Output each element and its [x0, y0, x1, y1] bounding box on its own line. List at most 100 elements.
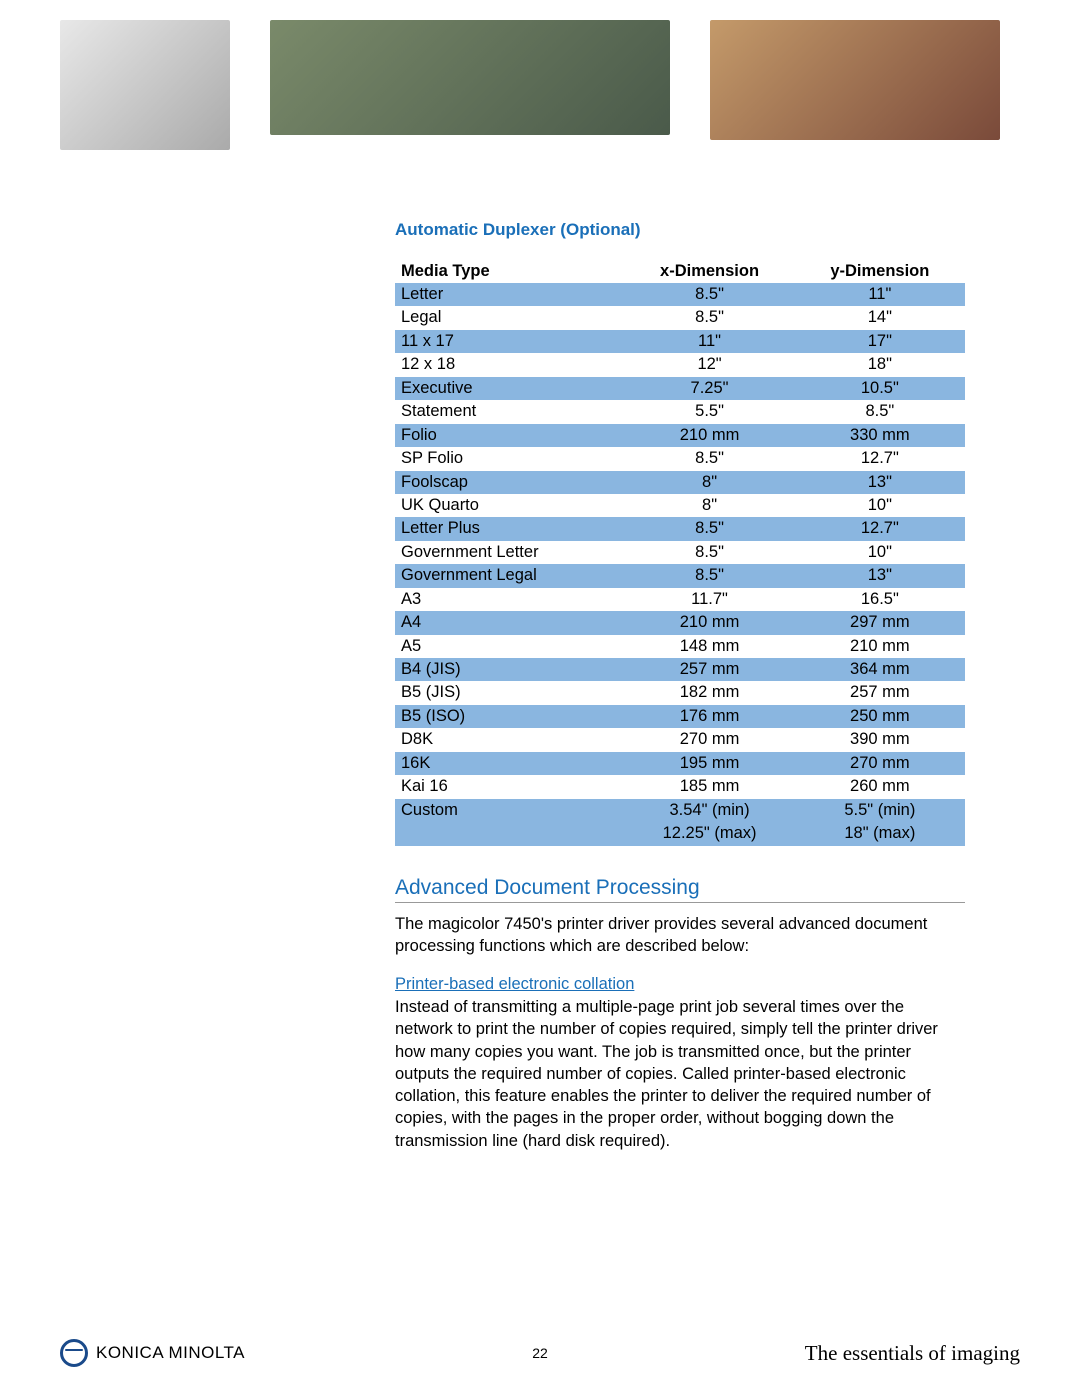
page-footer: KONICA MINOLTA 22 The essentials of imag… [0, 1339, 1080, 1367]
table-row: B4 (JIS)257 mm364 mm [395, 658, 965, 681]
page-number: 22 [532, 1345, 548, 1361]
table-cell: Foolscap [395, 471, 624, 494]
table-cell: 8.5" [624, 564, 794, 587]
table-cell: 297 mm [795, 611, 965, 634]
table-row: 12.25" (max)18" (max) [395, 822, 965, 845]
table-cell: 8.5" [624, 283, 794, 306]
table-cell: 8.5" [624, 447, 794, 470]
table-row: UK Quarto8"10" [395, 494, 965, 517]
table-cell: SP Folio [395, 447, 624, 470]
table-cell: 11 x 17 [395, 330, 624, 353]
table-row: SP Folio8.5"12.7" [395, 447, 965, 470]
table-cell: 8" [624, 494, 794, 517]
table-cell: Custom [395, 799, 624, 822]
table-row: A5148 mm210 mm [395, 635, 965, 658]
table-row: 16K195 mm270 mm [395, 752, 965, 775]
table-row: 12 x 1812"18" [395, 353, 965, 376]
table-row: Statement5.5"8.5" [395, 400, 965, 423]
table-row: B5 (JIS)182 mm257 mm [395, 681, 965, 704]
table-row: A311.7"16.5" [395, 588, 965, 611]
table-cell: 18" [795, 353, 965, 376]
table-cell: 11.7" [624, 588, 794, 611]
table-cell: 364 mm [795, 658, 965, 681]
header-image-printer [60, 20, 230, 150]
table-cell: 195 mm [624, 752, 794, 775]
table-cell: A3 [395, 588, 624, 611]
collation-paragraph: Instead of transmitting a multiple-page … [395, 996, 965, 1152]
table-cell: Letter Plus [395, 517, 624, 540]
table-cell: 330 mm [795, 424, 965, 447]
table-cell: 10" [795, 494, 965, 517]
table-cell: 270 mm [624, 728, 794, 751]
table-cell: 18" (max) [795, 822, 965, 845]
intro-paragraph: The magicolor 7450's printer driver prov… [395, 913, 965, 958]
th-x-dimension: x-Dimension [624, 260, 794, 283]
header-image-strip [0, 0, 1080, 160]
table-cell: 10" [795, 541, 965, 564]
table-cell: Letter [395, 283, 624, 306]
table-row: B5 (ISO)176 mm250 mm [395, 705, 965, 728]
table-cell: A4 [395, 611, 624, 634]
section-title: Automatic Duplexer (Optional) [395, 220, 965, 240]
globe-icon [60, 1339, 88, 1367]
table-row: Government Letter8.5"10" [395, 541, 965, 564]
table-cell: 8.5" [624, 517, 794, 540]
table-cell: 5.5" (min) [795, 799, 965, 822]
tagline: The essentials of imaging [805, 1341, 1020, 1366]
table-cell: Government Letter [395, 541, 624, 564]
table-cell: 8.5" [624, 306, 794, 329]
heading-advanced-processing: Advanced Document Processing [395, 876, 965, 903]
table-row: Kai 16185 mm260 mm [395, 775, 965, 798]
header-image-people [710, 20, 1000, 140]
media-dimensions-table: Media Type x-Dimension y-Dimension Lette… [395, 260, 965, 846]
table-row: Legal8.5"14" [395, 306, 965, 329]
table-cell: 12.7" [795, 447, 965, 470]
table-cell: 3.54" (min) [624, 799, 794, 822]
table-cell: Kai 16 [395, 775, 624, 798]
table-cell: B5 (ISO) [395, 705, 624, 728]
table-row: A4210 mm297 mm [395, 611, 965, 634]
table-cell: 270 mm [795, 752, 965, 775]
table-cell: 7.25" [624, 377, 794, 400]
table-row: D8K270 mm390 mm [395, 728, 965, 751]
table-cell: Government Legal [395, 564, 624, 587]
table-cell: UK Quarto [395, 494, 624, 517]
table-cell: 12.25" (max) [624, 822, 794, 845]
table-cell: 185 mm [624, 775, 794, 798]
table-row: 11 x 1711"17" [395, 330, 965, 353]
table-cell: 182 mm [624, 681, 794, 704]
table-cell: 8" [624, 471, 794, 494]
table-cell: Statement [395, 400, 624, 423]
table-cell: 13" [795, 564, 965, 587]
table-cell: 5.5" [624, 400, 794, 423]
table-row: Custom3.54" (min)5.5" (min) [395, 799, 965, 822]
table-cell: 257 mm [795, 681, 965, 704]
table-row: Folio210 mm330 mm [395, 424, 965, 447]
table-cell: 390 mm [795, 728, 965, 751]
table-cell: 12.7" [795, 517, 965, 540]
table-row: Government Legal8.5"13" [395, 564, 965, 587]
table-cell: 14" [795, 306, 965, 329]
th-y-dimension: y-Dimension [795, 260, 965, 283]
header-image-prints [270, 20, 670, 135]
table-row: Executive7.25"10.5" [395, 377, 965, 400]
table-cell: 10.5" [795, 377, 965, 400]
table-cell: 16.5" [795, 588, 965, 611]
table-cell: 11" [624, 330, 794, 353]
table-cell: 250 mm [795, 705, 965, 728]
table-cell: 16K [395, 752, 624, 775]
table-cell: 17" [795, 330, 965, 353]
table-cell: B4 (JIS) [395, 658, 624, 681]
main-content: Automatic Duplexer (Optional) Media Type… [395, 220, 965, 1152]
table-cell: 210 mm [624, 611, 794, 634]
table-cell: A5 [395, 635, 624, 658]
table-cell: 11" [795, 283, 965, 306]
table-cell: 8.5" [624, 541, 794, 564]
table-row: Foolscap8"13" [395, 471, 965, 494]
table-cell: 12" [624, 353, 794, 376]
table-cell [395, 822, 624, 845]
table-cell: 176 mm [624, 705, 794, 728]
table-cell: 148 mm [624, 635, 794, 658]
table-cell: 8.5" [795, 400, 965, 423]
table-cell: 210 mm [795, 635, 965, 658]
